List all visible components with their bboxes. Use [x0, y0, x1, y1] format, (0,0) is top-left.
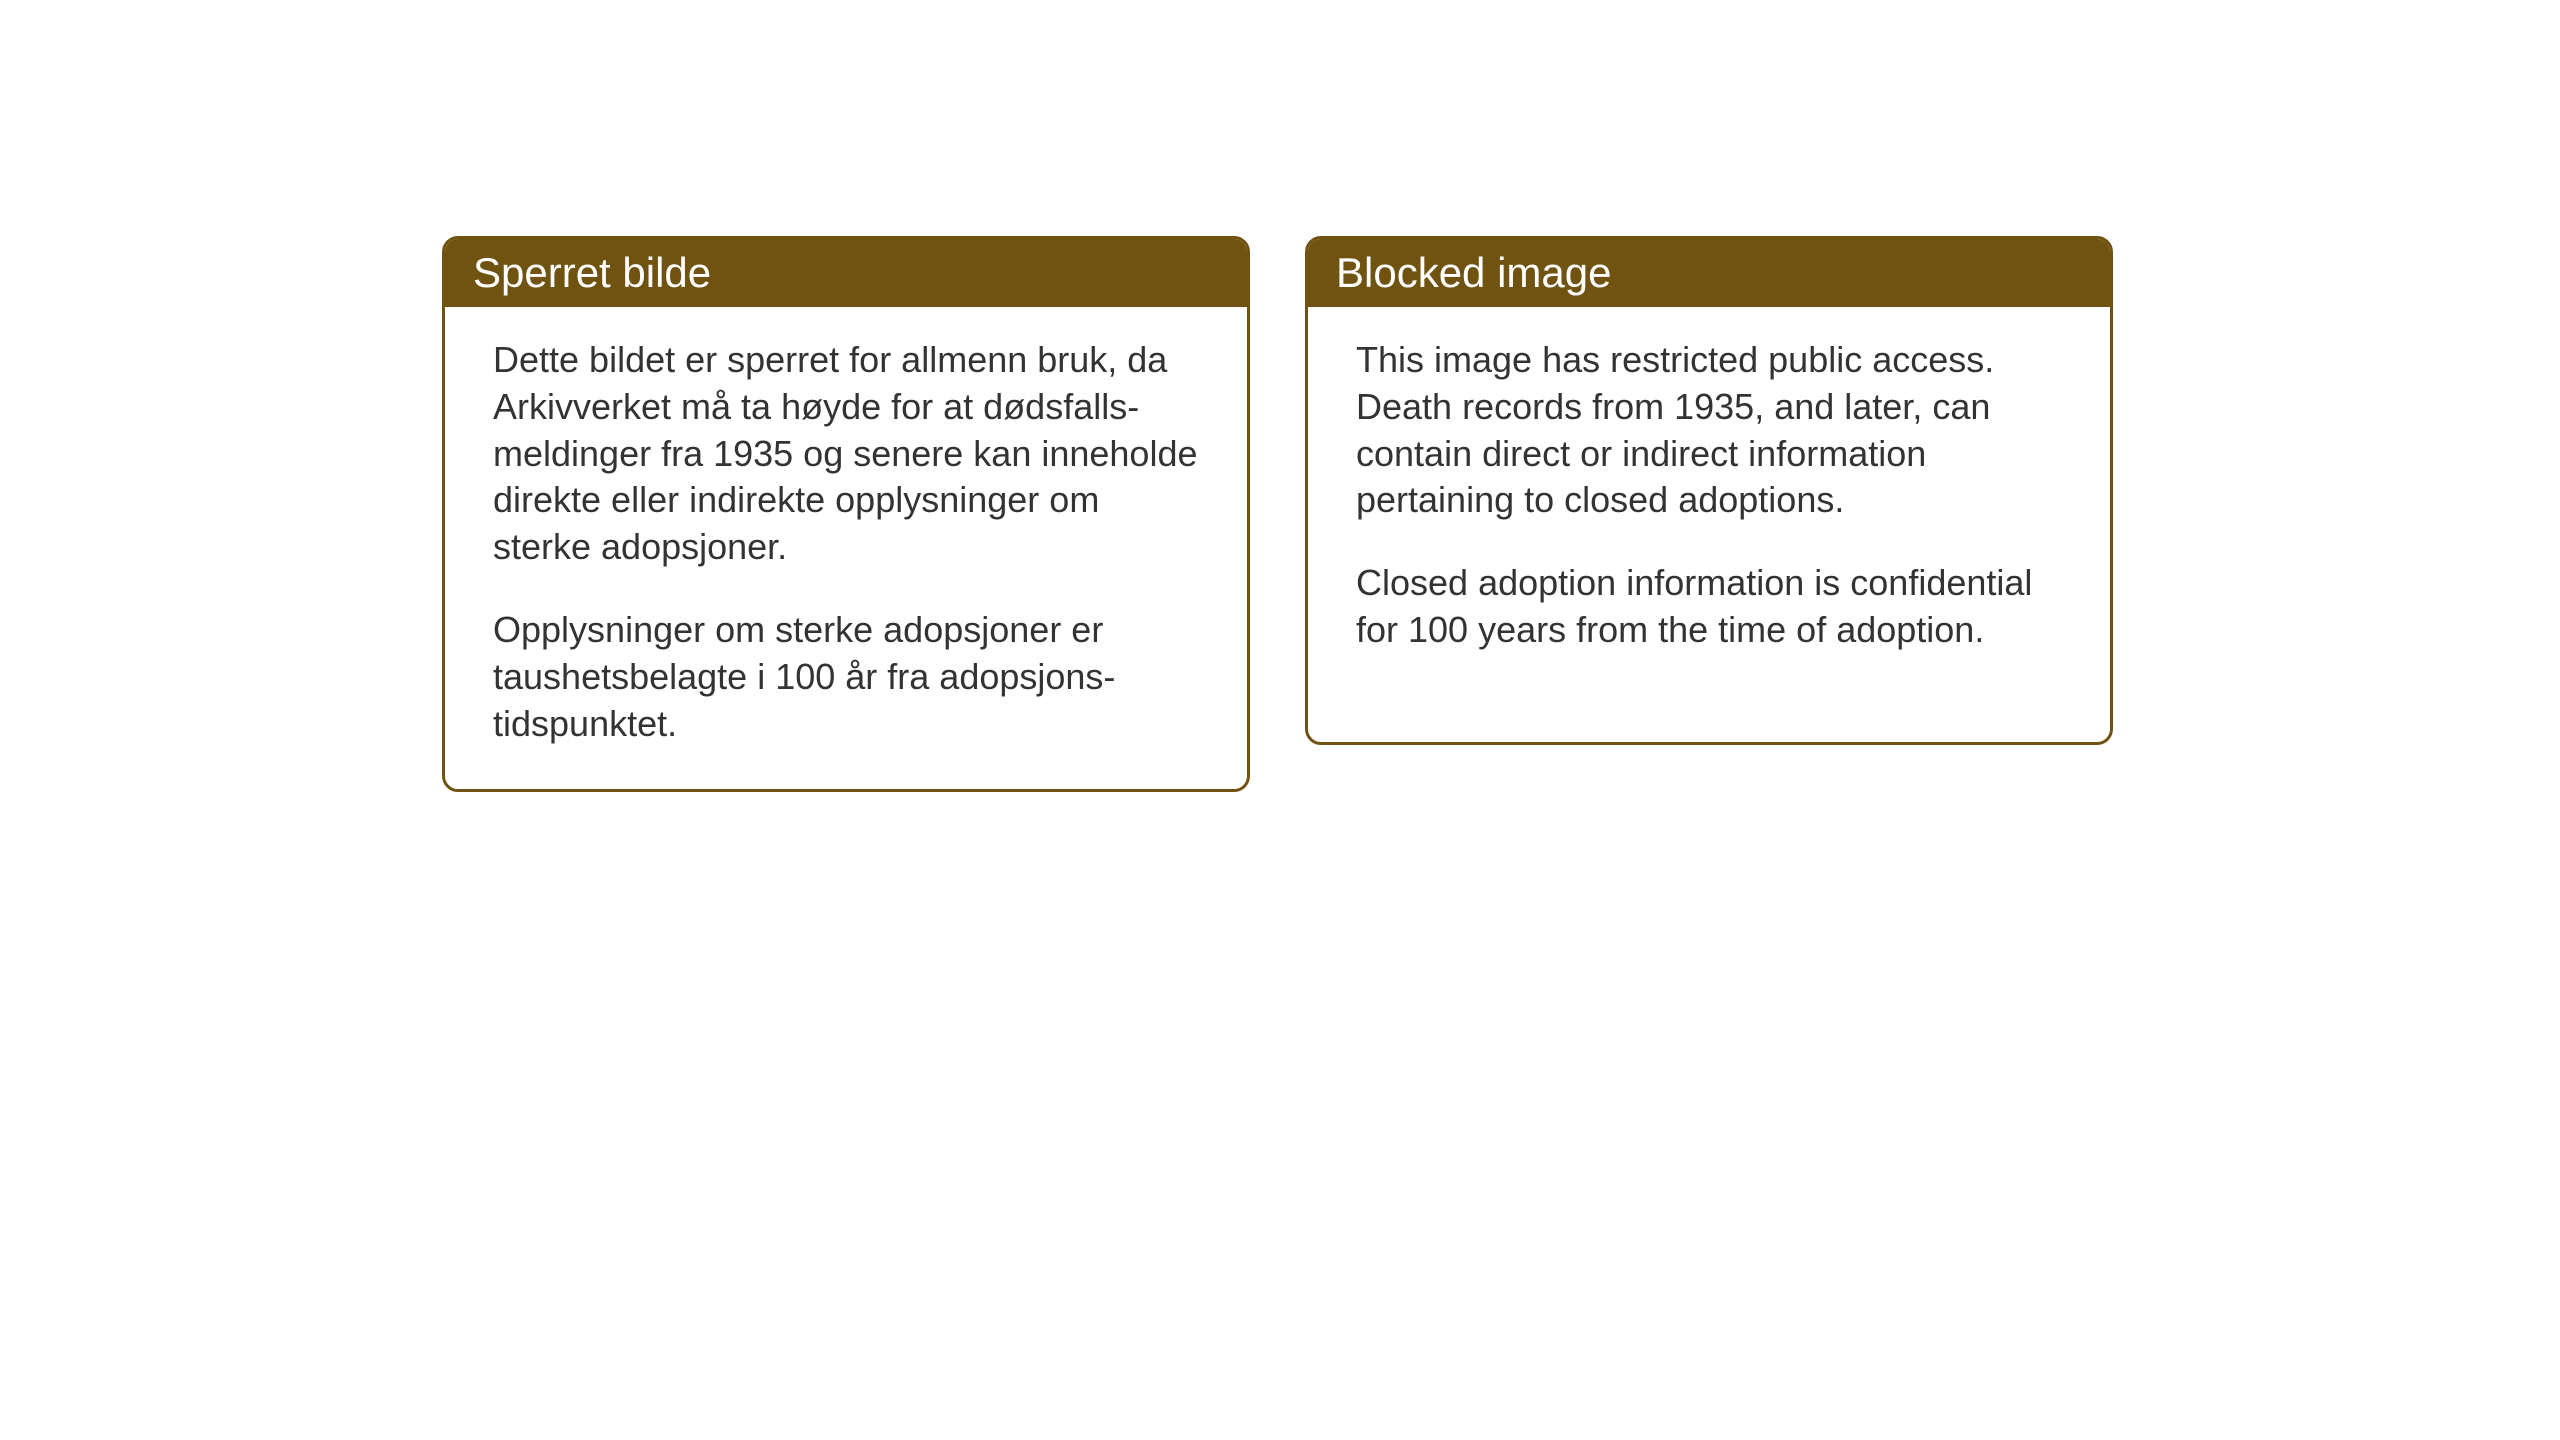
card-english-paragraph-2: Closed adoption information is confident… [1356, 560, 2062, 654]
card-norwegian-paragraph-2: Opplysninger om sterke adopsjoner er tau… [493, 607, 1199, 747]
card-norwegian-body: Dette bildet er sperret for allmenn bruk… [445, 307, 1247, 789]
card-english-title: Blocked image [1336, 249, 1611, 296]
card-english: Blocked image This image has restricted … [1305, 236, 2113, 745]
card-norwegian-paragraph-1: Dette bildet er sperret for allmenn bruk… [493, 337, 1199, 571]
card-norwegian-title: Sperret bilde [473, 249, 711, 296]
cards-container: Sperret bilde Dette bildet er sperret fo… [442, 236, 2113, 792]
card-english-body: This image has restricted public access.… [1308, 307, 2110, 696]
card-norwegian: Sperret bilde Dette bildet er sperret fo… [442, 236, 1250, 792]
card-english-paragraph-1: This image has restricted public access.… [1356, 337, 2062, 524]
card-english-header: Blocked image [1308, 239, 2110, 307]
card-norwegian-header: Sperret bilde [445, 239, 1247, 307]
